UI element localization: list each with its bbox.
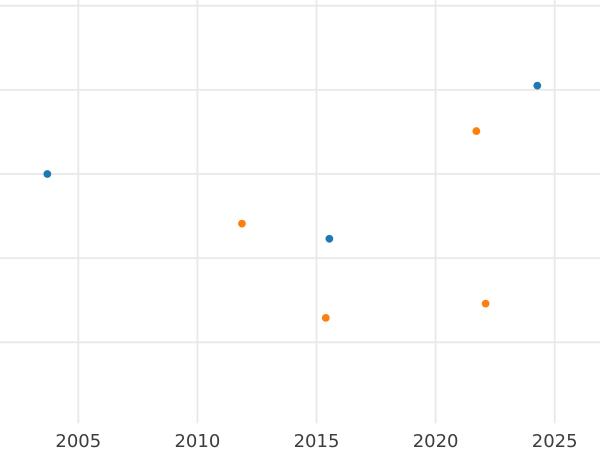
x-tick-label: 2010 [174,431,220,450]
data-point-orange-series [321,313,330,322]
data-point-orange-series [481,299,490,308]
data-point-orange-series [238,219,246,228]
data-point-blue-series [43,170,52,178]
data-point-orange-series [472,127,481,135]
x-tick-label: 2005 [55,431,101,450]
x-tick-label: 2025 [532,431,578,450]
data-point-blue-series [533,81,542,90]
x-tick-label: 2020 [413,431,459,450]
data-point-blue-series [325,234,334,243]
x-tick-label: 2015 [294,431,340,450]
